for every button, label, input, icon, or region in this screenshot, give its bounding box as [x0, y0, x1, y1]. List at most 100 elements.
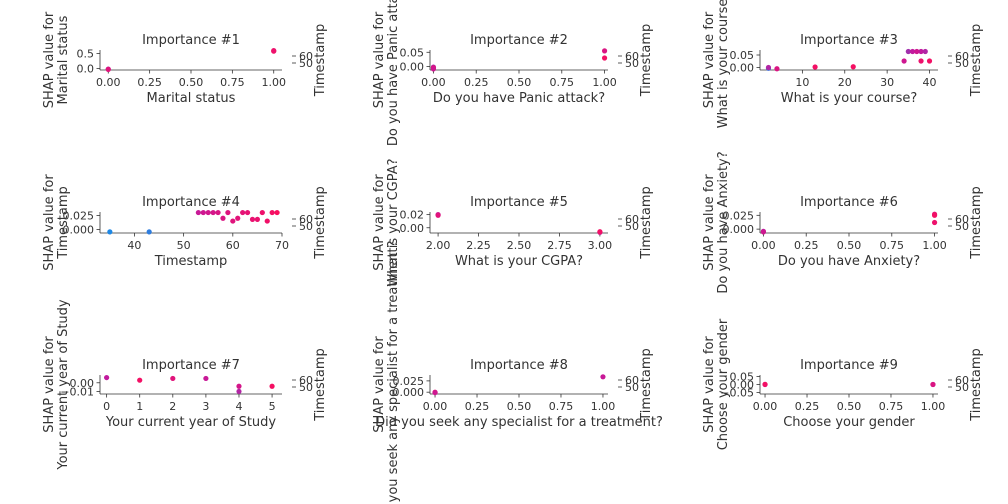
data-point	[909, 48, 916, 55]
x-tick-label: 0.50	[837, 400, 862, 413]
x-tick-label: 70	[275, 239, 289, 252]
data-point	[254, 216, 261, 222]
colorbar-tick-label: 60	[955, 213, 969, 226]
x-tick-label: 1.00	[261, 76, 286, 89]
y-tick-label: 0.00	[730, 379, 755, 392]
colorbar-label: Timestamp	[969, 24, 984, 98]
data-point	[774, 66, 780, 72]
x-tick-label: 10	[795, 76, 809, 89]
data-point	[597, 229, 603, 235]
data-point	[918, 48, 924, 55]
data-point	[235, 215, 241, 221]
y-tick-label: −0.01	[60, 385, 94, 398]
chart-title: Importance #2	[470, 33, 568, 48]
data-point	[812, 64, 818, 70]
x-tick-label: 4	[235, 400, 242, 413]
x-tick-label: 30	[880, 76, 894, 89]
y-axis-label-line2: Choose your gender	[716, 318, 731, 450]
y-axis-label-line2: Do you have Anxiety?	[716, 151, 731, 293]
x-tick-label: 1.00	[922, 239, 947, 252]
y-axis-label-line1: SHAP value for	[702, 336, 717, 433]
colorbar-tick-label: 50	[625, 220, 639, 233]
x-tick-label: 0.25	[795, 400, 820, 413]
x-axis-label: Timestamp	[154, 254, 228, 269]
data-point	[236, 383, 242, 389]
y-tick-label: 0.02	[400, 209, 425, 222]
x-tick-label: 1.00	[921, 400, 946, 413]
y-axis-label-line2: Marital status	[56, 15, 71, 104]
data-point	[240, 209, 246, 216]
x-axis-label: Choose your gender	[783, 415, 915, 430]
data-point	[220, 215, 226, 221]
y-axis-label-line2: Your current year of Study	[56, 299, 71, 471]
y-tick-label: 0.05	[400, 46, 425, 59]
y-axis-label-line1: SHAP value for	[702, 11, 717, 108]
x-tick-label: 2	[169, 400, 176, 413]
data-point	[930, 381, 936, 388]
colorbar-tick-label: 50	[625, 381, 639, 394]
colorbar-tick-label: 50	[955, 57, 969, 70]
data-point	[236, 388, 242, 395]
y-axis-label-line2: What is your course?	[716, 0, 731, 128]
x-tick-label: 0.00	[421, 76, 446, 89]
x-tick-label: 5	[269, 400, 276, 413]
x-tick-label: 0.50	[837, 239, 862, 252]
subplot-5: Importance #5 2.00 2.25 2.50 2.75 3.00 0.000.0…	[372, 158, 654, 286]
colorbar-tick-label: 60	[955, 374, 969, 387]
x-axis-label: Your current year of Study	[105, 415, 277, 430]
y-tick-label: 0.0	[77, 63, 95, 76]
data-point	[269, 209, 275, 216]
data-point	[170, 375, 176, 382]
subplot-8: Importance #8 0.00 0.25 0.50 0.75 1.00 0.0000.…	[372, 241, 663, 504]
x-axis-label: What is your CGPA?	[455, 254, 583, 269]
x-tick-label: 0.00	[753, 400, 778, 413]
y-tick-label: 0.000	[63, 224, 95, 237]
chart-title: Importance #5	[470, 195, 568, 210]
data-point	[601, 48, 608, 54]
colorbar-label: Timestamp	[639, 24, 654, 98]
colorbar-label: Timestamp	[969, 348, 984, 422]
y-axis-label-line1: SHAP value for	[372, 174, 387, 271]
chart-title: Importance #6	[800, 195, 898, 210]
data-point	[765, 64, 772, 71]
x-tick-label: 0.75	[549, 400, 574, 413]
colorbar-tick-label: 50	[299, 381, 313, 394]
data-point	[195, 209, 201, 216]
y-tick-label: 0.05	[730, 49, 755, 62]
x-tick-label: 50	[177, 239, 191, 252]
data-point	[901, 58, 907, 64]
x-tick-label: 0.50	[507, 76, 532, 89]
data-point	[271, 47, 277, 54]
data-point	[230, 218, 236, 224]
colorbar-tick-label: 60	[625, 213, 639, 226]
y-tick-label: −0.05	[720, 386, 754, 399]
data-point	[200, 209, 206, 216]
y-axis-label-line1: SHAP value for	[372, 11, 387, 108]
y-tick-label: 0.00	[400, 222, 425, 235]
data-point	[931, 219, 938, 226]
data-point	[215, 209, 221, 216]
data-point	[931, 212, 938, 218]
colorbar-tick-label: 50	[625, 57, 639, 70]
data-point	[600, 374, 606, 380]
data-point	[905, 48, 911, 55]
x-tick-label: 60	[226, 239, 240, 252]
data-point	[922, 48, 928, 55]
colorbar-tick-label: 50	[299, 57, 313, 70]
y-axis-label-line1: SHAP value for	[42, 336, 57, 433]
chart-title: Importance #4	[142, 195, 240, 210]
subplot-2: Importance #2 0.00 0.25 0.50 0.75 1.00 0.00 0.0…	[372, 0, 654, 146]
x-tick-label: 0	[103, 400, 110, 413]
data-point	[105, 66, 111, 73]
x-tick-label: 0.00	[96, 76, 121, 89]
x-tick-label: 2.75	[547, 239, 572, 252]
x-tick-label: 0.75	[879, 400, 904, 413]
x-tick-label: 40	[127, 239, 141, 252]
x-tick-label: 0.25	[794, 239, 819, 252]
x-tick-label: 0.25	[465, 400, 490, 413]
chart-title: Importance #1	[142, 33, 240, 48]
y-axis-label-line1: SHAP value for	[42, 11, 57, 108]
x-tick-label: 2.00	[426, 239, 451, 252]
colorbar-tick-label: 60	[299, 374, 313, 387]
